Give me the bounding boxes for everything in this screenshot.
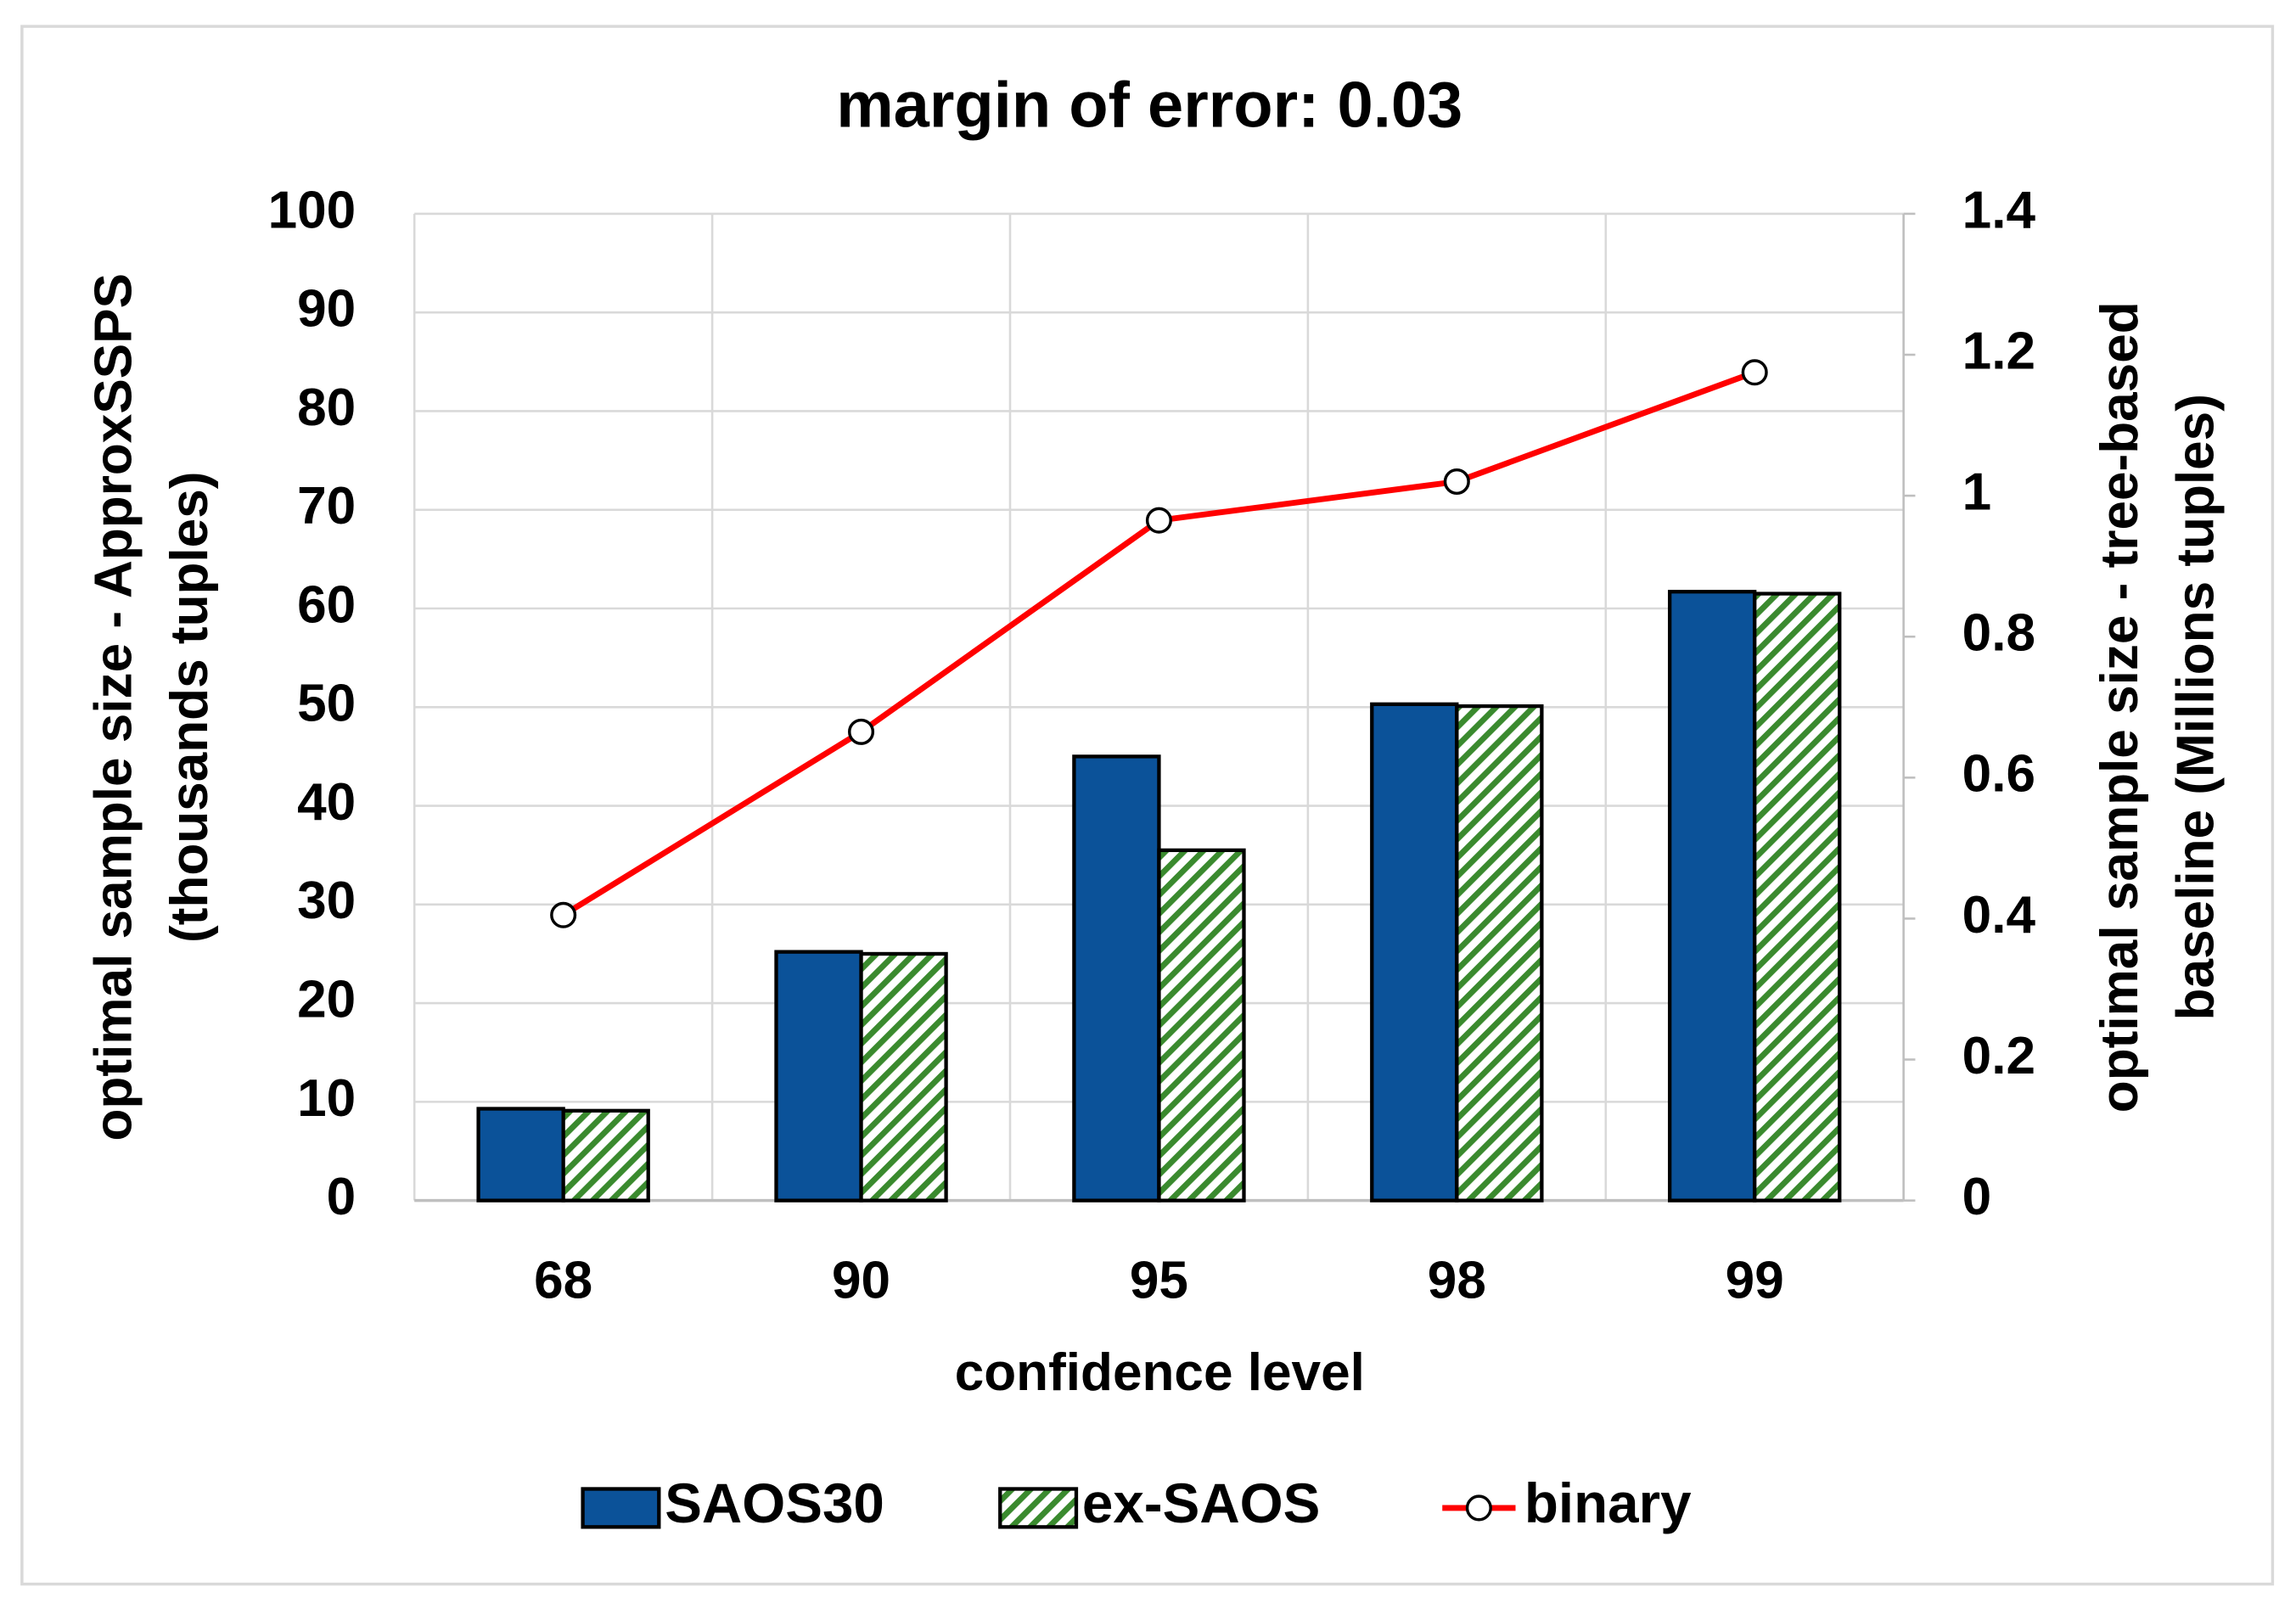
- y2-tick-label: 0.8: [1962, 604, 2035, 663]
- y-tick-label: 60: [297, 575, 356, 634]
- bar: [1455, 704, 1544, 1203]
- legend-label: binary: [1524, 1472, 1692, 1534]
- y2-axis-label: optimal sample size - tree-based: [2091, 301, 2149, 1113]
- x-tick-label: 90: [832, 1251, 890, 1309]
- legend-swatch: [998, 1487, 1079, 1529]
- y-axis-label: optimal sample size - ApproxSSPS: [84, 273, 143, 1141]
- bar: [1370, 702, 1459, 1203]
- y-tick-label: 70: [297, 477, 356, 535]
- y-axis-label: (thousands tuples): [160, 472, 219, 943]
- y-tick-label: 40: [297, 773, 356, 832]
- line-marker: [550, 901, 577, 928]
- legend-label: SAOS30: [665, 1472, 884, 1534]
- legend-swatch: [1465, 1494, 1492, 1522]
- bar: [1668, 590, 1757, 1203]
- y2-tick-label: 0: [1962, 1168, 1992, 1226]
- y-tick-label: 30: [297, 872, 356, 930]
- bar: [859, 951, 948, 1203]
- x-tick-label: 95: [1130, 1251, 1188, 1309]
- bar: [1072, 754, 1161, 1203]
- x-tick-label: 99: [1726, 1251, 1784, 1309]
- y2-tick-label: 0.2: [1962, 1027, 2035, 1085]
- y-tick-label: 90: [297, 280, 356, 339]
- y2-tick-label: 1: [1962, 463, 1992, 522]
- y2-axis-label: baseline (Millions tuples): [2167, 394, 2226, 1020]
- bar: [1157, 848, 1246, 1203]
- legend-swatch: [581, 1487, 661, 1529]
- x-tick-label: 68: [534, 1251, 592, 1309]
- line-marker: [1443, 468, 1470, 496]
- line-marker: [1145, 507, 1172, 534]
- y-tick-label: 100: [268, 181, 356, 239]
- bar: [561, 1108, 650, 1203]
- y2-tick-label: 1.2: [1962, 322, 2035, 380]
- line-marker: [1741, 359, 1768, 386]
- bar: [774, 950, 863, 1203]
- legend-label: ex-SAOS: [1082, 1472, 1321, 1534]
- y-tick-label: 20: [297, 971, 356, 1029]
- y2-tick-label: 0.4: [1962, 886, 2036, 945]
- line-marker: [848, 718, 875, 745]
- bar: [1753, 591, 1842, 1203]
- y-tick-label: 80: [297, 378, 356, 437]
- y2-tick-label: 0.6: [1962, 745, 2035, 804]
- y-tick-label: 10: [297, 1069, 356, 1128]
- x-axis-label: confidence level: [955, 1343, 1365, 1402]
- y-tick-label: 50: [297, 675, 356, 733]
- y2-tick-label: 1.4: [1962, 181, 2036, 239]
- bar: [476, 1107, 565, 1203]
- y-tick-label: 0: [327, 1168, 356, 1226]
- chart-title: margin of error: 0.03: [836, 69, 1462, 141]
- x-tick-label: 98: [1428, 1251, 1486, 1309]
